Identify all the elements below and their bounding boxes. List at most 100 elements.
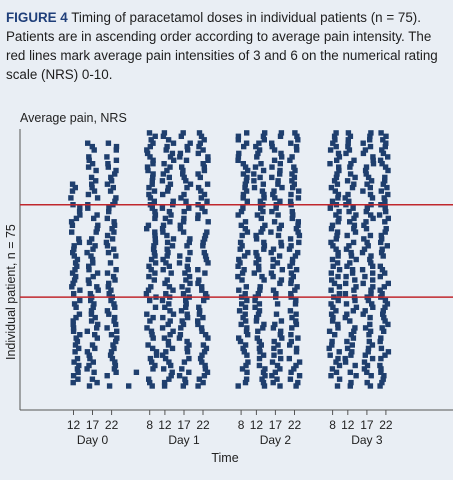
dose-dot [126,383,132,389]
dose-dot [201,373,208,379]
dose-dot [195,215,201,222]
dose-dot [182,379,189,386]
dose-dot [104,308,111,314]
dose-dot [273,205,279,211]
dose-dot [351,222,358,228]
dose-dot [237,246,243,252]
dose-dot [349,184,356,191]
dose-dot [182,376,188,382]
caption-text: Timing of paracetamol doses in individua… [6,10,438,82]
dose-dot [251,184,258,191]
day-label: Day 1 [168,433,200,447]
dose-dot [245,249,251,256]
dose-dot [289,314,295,321]
dose-dot [71,301,78,307]
dose-dot [254,154,260,160]
dose-dot [195,383,201,389]
dose-dot [104,325,110,331]
dose-dot [163,291,169,297]
dose-dot [351,328,357,334]
dose-dot [84,366,90,372]
dose-dot [89,256,96,263]
dose-dot [368,260,374,266]
dose-dot [270,273,276,280]
dose-dot [166,263,172,269]
dose-dot [184,243,190,249]
dose-dot [353,212,359,218]
dose-dot [287,236,294,242]
dose-dot [112,314,118,321]
dose-dot [368,253,374,259]
dose-dot [254,314,260,321]
dose-dot [110,273,117,280]
dose-dot [382,304,388,310]
dose-dot [362,308,368,314]
dose-dot [184,184,190,191]
dose-dot [328,311,335,317]
dose-dot [334,157,340,163]
dose-dot [347,318,353,324]
dose-dot [347,383,353,389]
dose-dot [277,280,283,287]
dose-dot [239,270,246,276]
dose-dot [178,308,185,314]
dose-dot [202,270,208,276]
dose-dot [334,229,341,235]
dose-dot [183,178,189,184]
dose-dot [111,301,117,307]
dose-dot [178,195,184,201]
dose-dot [151,198,157,204]
dose-dot [201,191,208,198]
dose-dot [186,273,193,280]
dose-dot [71,243,77,249]
dose-dot [291,366,297,372]
dose-dot [186,369,192,375]
dose-dot [240,345,246,352]
dose-dot [167,318,173,324]
dose-dot [361,246,368,252]
dose-dot [197,355,204,362]
dose-dot [268,229,274,235]
dose-dot [349,349,355,355]
dose-dot [150,174,156,181]
dose-dot [378,249,385,256]
dose-dot [261,243,268,249]
dose-dot [200,243,206,249]
dose-dot [105,284,111,290]
dose-dot [290,273,296,280]
dose-dot [90,304,96,310]
dose-dot [113,147,119,153]
dose-dot [92,314,98,321]
dose-dot [255,291,261,297]
dose-dot [146,130,153,136]
dose-dot [352,277,358,283]
dose-dot [161,161,167,167]
dose-dot [293,383,299,389]
dose-dot [148,137,154,143]
dose-dot [150,157,156,163]
dose-dot [70,249,76,256]
dose-dot [73,335,79,341]
dose-dot [352,229,359,235]
dose-dot [336,215,342,222]
dose-dot [239,232,245,239]
dose-dot [150,171,156,177]
dose-dot [236,287,242,293]
dose-dot [240,171,247,177]
dose-dot [203,345,210,352]
dose-dot [377,338,383,345]
dose-dot [269,373,275,379]
dose-dot [369,355,376,362]
dose-dot [296,359,303,365]
dose-dot [269,140,275,146]
dose-dot [336,376,343,382]
dose-dot [146,273,152,280]
dose-dot [365,349,371,355]
dose-dot [329,318,336,324]
dose-dot [269,143,275,150]
dose-dot [76,345,82,352]
dose-dot [89,236,95,242]
dose-dot [382,352,388,358]
dose-dot [261,191,267,198]
dose-dot [382,205,388,211]
